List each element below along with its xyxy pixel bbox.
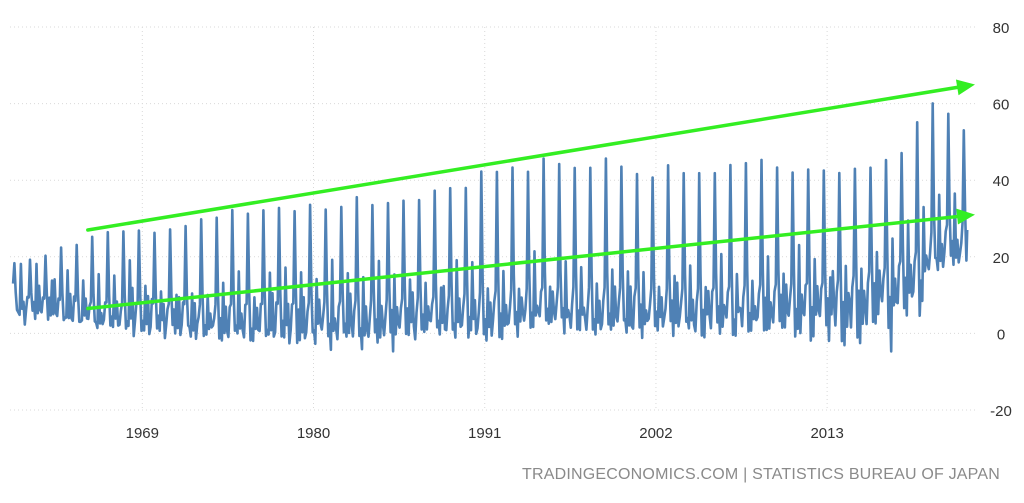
x-tick-label: 2013	[810, 425, 843, 442]
y-tick-label: 60	[993, 97, 1010, 114]
x-tick-label: 1991	[468, 425, 501, 442]
trend-arrowhead	[955, 79, 975, 96]
source-attribution: TRADINGECONOMICS.COM | STATISTICS BUREAU…	[522, 466, 1000, 483]
x-tick-label: 2002	[639, 425, 672, 442]
y-tick-label: 20	[993, 250, 1010, 267]
trend-line	[86, 214, 959, 311]
series-line	[11, 102, 969, 353]
x-tick-label: 1980	[297, 425, 330, 442]
trend-line	[86, 85, 959, 232]
y-tick-label: 40	[993, 173, 1010, 190]
y-tick-label: 80	[993, 20, 1010, 37]
x-tick-label: 1969	[126, 425, 159, 442]
trend-arrowhead	[956, 208, 975, 225]
y-tick-label: -20	[990, 403, 1012, 420]
y-tick-label: 0	[997, 326, 1005, 343]
